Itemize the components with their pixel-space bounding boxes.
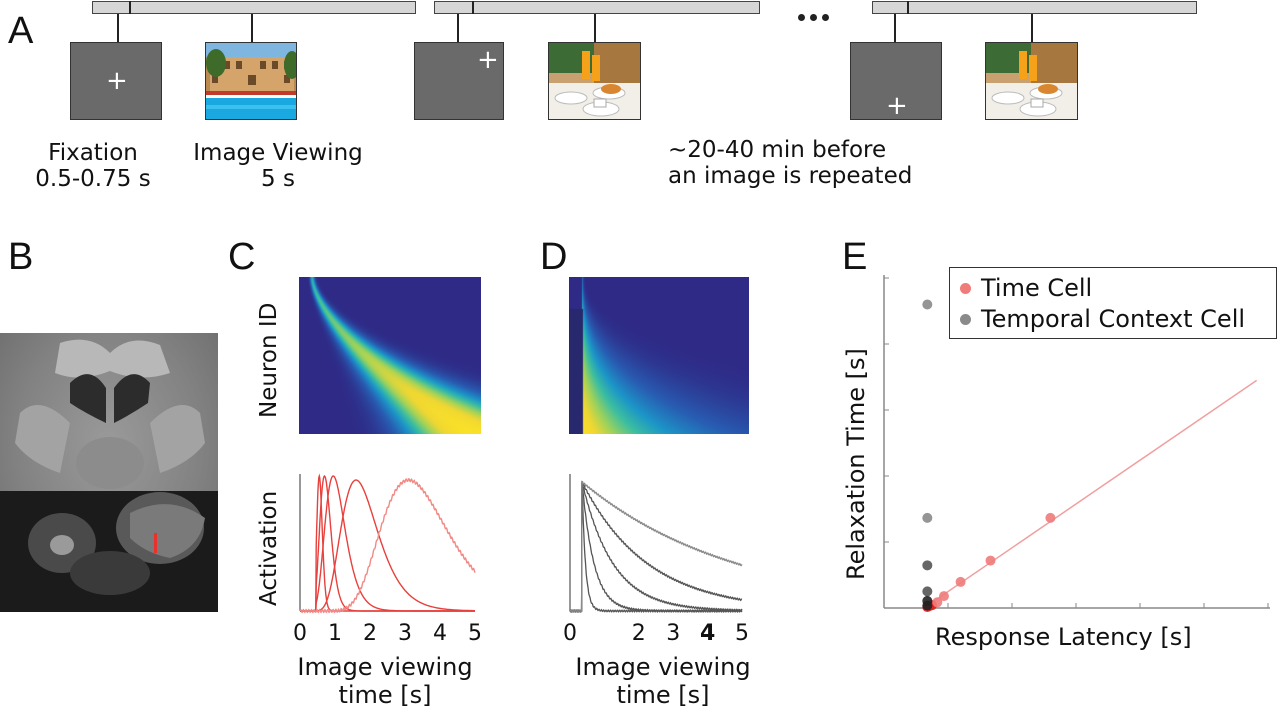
panel-c-xtick-label: 5 — [468, 621, 482, 642]
time-cell-point — [1045, 512, 1056, 523]
panel-c-trace-2 — [300, 475, 475, 612]
panel-d-trace-3 — [569, 481, 743, 613]
temporal-context-point — [922, 512, 933, 523]
repeat-caption: ~20-40 min before an image is repeated — [668, 137, 912, 190]
fixation-cross-icon: + — [477, 45, 499, 75]
panel-c-trace-label-svg: Activation — [256, 491, 282, 606]
timeline-marker-1 — [129, 1, 131, 14]
legend-item-time-cell: Time Cell — [960, 274, 1092, 302]
timeline-marker-2 — [472, 1, 474, 14]
panel-c-trace-4 — [300, 479, 475, 612]
repeat-caption-line1: ~20-40 min before — [668, 137, 887, 163]
panel-d-xtick-label: 3 — [666, 621, 680, 642]
panel-c-xlabel-line1: Image viewing — [297, 653, 473, 681]
panel-d-trace-2 — [569, 482, 743, 613]
temporal-context-point — [922, 560, 933, 571]
panel-e-ylabel: Relaxation Time [s] — [842, 348, 870, 580]
repeat-caption-line2: an image is repeated — [668, 163, 913, 190]
panel-c-trace-1 — [300, 473, 475, 612]
panel-d-xlabel: Image viewing time [s] — [558, 653, 768, 709]
viewing-caption-line1: Image Viewing — [193, 140, 363, 166]
panel-e-fit-line — [923, 379, 1258, 609]
time-cell-point — [955, 576, 966, 587]
connector-fixation-2 — [457, 14, 459, 43]
panel-d-xtick-label: 5 — [735, 621, 749, 642]
viewing-caption-line2: 5 s — [261, 166, 295, 193]
timeline-bar-1 — [92, 1, 416, 14]
panel-d-heatmap — [569, 277, 749, 434]
viewing-caption: Image Viewing 5 s — [178, 140, 378, 193]
legend-label-temporal-context-cell: Temporal Context Cell — [981, 305, 1246, 333]
panel-c-heatmap-label-svg: Neuron ID — [256, 303, 282, 418]
panel-c-xtick-label: 1 — [328, 621, 342, 642]
panel-c-xlabel: Image viewing time [s] — [280, 653, 490, 709]
connector-image-2 — [594, 14, 596, 43]
panel-c-xtick-label: 0 — [293, 621, 307, 642]
time-cell-point — [985, 555, 996, 566]
panel-e-legend: Time Cell Temporal Context Cell — [949, 267, 1277, 339]
fixation-caption: Fixation 0.5-0.75 s — [18, 140, 168, 193]
panel-d-label: D — [540, 236, 568, 278]
panel-e-label: E — [842, 236, 868, 278]
panel-c-xtick-label: 4 — [433, 621, 447, 642]
fixation-cross-icon: + — [106, 66, 128, 96]
panel-c-xtick-label: 3 — [398, 621, 412, 642]
breakfast-image-2 — [985, 42, 1078, 120]
mri-coronal-slice — [0, 333, 218, 612]
panel-d-xtick-label: 0 — [563, 621, 577, 642]
panel-c-xtick-label: 2 — [363, 621, 377, 642]
timeline-marker-3 — [907, 1, 909, 14]
fixation-cross-icon: + — [886, 91, 908, 121]
temporal-context-marker-icon — [960, 313, 971, 325]
breakfast-image-1 — [548, 42, 641, 120]
temporal-context-point — [922, 299, 933, 310]
panel-d-xtick-label: 2 — [632, 621, 646, 642]
panel-c-trace-ylabel: Activation — [256, 491, 282, 606]
panel-b-label: B — [8, 236, 34, 278]
panel-a-label: A — [8, 10, 34, 52]
fixation-screen-3: + — [850, 42, 942, 120]
temporal-context-point — [922, 586, 933, 597]
panel-c-trace-5 — [299, 477, 476, 614]
time-cell-marker-icon — [960, 282, 971, 294]
panel-d-xlabel-line2: time [s] — [616, 680, 710, 709]
time-cell-point — [932, 597, 943, 608]
connector-image-3 — [1031, 14, 1033, 43]
pool-image — [205, 42, 297, 120]
ellipsis-icon — [798, 6, 834, 25]
panel-d-xlabel-line1: Image viewing — [575, 653, 751, 681]
fixation-screen-2: + — [414, 42, 504, 120]
temporal-context-point — [922, 600, 933, 611]
panel-e-scatter-plot: Relaxation Time [s] Response Latency [s] — [842, 275, 1270, 651]
timeline-bar-2 — [434, 1, 760, 14]
panel-d-trace-1 — [569, 482, 743, 613]
time-cell-point — [938, 591, 949, 602]
fixation-screen-1: + — [70, 42, 162, 120]
panel-d-trace-5 — [569, 480, 743, 613]
legend-item-temporal-context-cell: Temporal Context Cell — [960, 305, 1245, 333]
panel-c-trace-3 — [300, 475, 475, 612]
panel-d-xtick-label: 4 — [700, 621, 715, 642]
panel-c-label: C — [228, 236, 256, 278]
panel-c-heatmap — [299, 277, 481, 434]
connector-image-1 — [251, 14, 253, 43]
fixation-caption-line2: 0.5-0.75 s — [35, 166, 151, 193]
fixation-caption-line1: Fixation — [48, 140, 138, 166]
connector-fixation-1 — [117, 14, 119, 43]
panel-e-xlabel: Response Latency [s] — [935, 623, 1192, 651]
panel-c-heatmap-ylabel: Neuron ID — [256, 303, 282, 418]
timeline-bar-3 — [872, 1, 1197, 14]
panel-c-xlabel-line2: time [s] — [338, 680, 432, 709]
legend-label-time-cell: Time Cell — [981, 274, 1093, 302]
panel-d-trace-4 — [569, 481, 743, 613]
connector-fixation-3 — [894, 14, 896, 43]
